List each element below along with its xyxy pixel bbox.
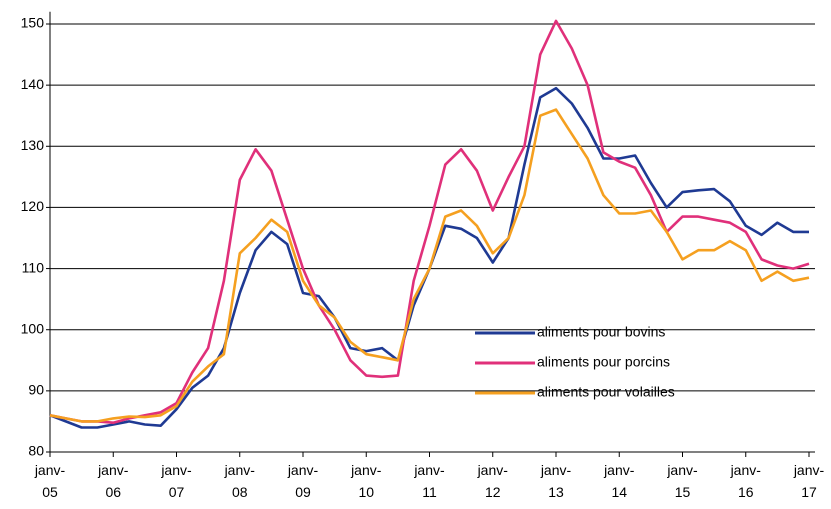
x-tick-label: janv-15 [666,462,698,500]
y-tick-label: 80 [28,443,44,459]
x-tick-label: janv-10 [350,462,382,500]
series-line [49,108,810,423]
x-tick-label: janv-17 [793,462,825,500]
series-line [49,19,810,424]
legend-label: aliments pour porcins [537,354,670,370]
x-tick-label: janv-07 [160,462,192,500]
x-tick-label: janv-09 [287,462,319,500]
y-tick-label: 100 [21,320,45,336]
x-tick-label: janv-16 [730,462,762,500]
y-tick-label: 120 [21,198,45,214]
x-tick-label: janv-11 [413,462,445,500]
y-tick-label: 140 [21,76,45,92]
series-line [49,86,809,429]
legend-label: aliments pour volailles [537,384,675,400]
y-tick-label: 150 [21,15,45,31]
legend-label: aliments pour bovins [537,324,665,340]
x-tick-label: janv-12 [477,462,509,500]
x-tick-label: janv-13 [540,462,572,500]
y-tick-label: 90 [28,382,44,398]
x-tick-label: janv-06 [97,462,129,500]
y-tick-label: 130 [21,137,45,153]
x-tick-label: janv-05 [34,462,66,500]
x-tick-label: janv-14 [603,462,635,500]
x-tick-label: janv-08 [224,462,256,500]
y-tick-label: 110 [22,259,45,275]
